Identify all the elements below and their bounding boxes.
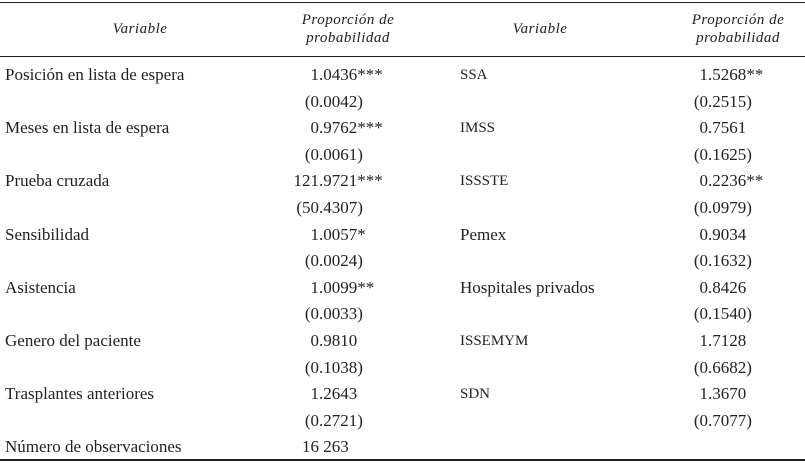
- variable-name: Pemex: [460, 224, 507, 244]
- variable-name: SSA: [460, 67, 488, 83]
- ratio-header: Proporción de probabilidad: [301, 12, 395, 46]
- variable-name: ISSEMYM: [460, 333, 529, 349]
- standard-error: (0.0033): [304, 304, 363, 324]
- variable-name: Trasplantes anteriores: [5, 384, 155, 404]
- standard-error: (0.2515): [693, 91, 752, 111]
- standard-error: (0.0061): [304, 144, 363, 164]
- variable-name: Prueba cruzada: [5, 171, 110, 191]
- standard-error: (0.0042): [304, 91, 363, 111]
- variable-name: ISSSTE: [460, 173, 509, 190]
- ratio-value: 0.9762***: [310, 118, 383, 138]
- standard-error: (0.6682): [693, 357, 752, 377]
- variable-name: Sensibilidad: [5, 224, 90, 244]
- ratio-header: Proporción de probabilidad: [691, 12, 785, 46]
- ratio-value: 0.2236**: [699, 171, 764, 191]
- observations-label: Número de observaciones: [5, 437, 182, 457]
- ratio-value: 121.9721***: [293, 171, 383, 191]
- variable-name: Hospitales privados: [460, 277, 595, 297]
- ratio-value: 0.8426: [699, 277, 747, 297]
- variable-name: Meses en lista de espera: [5, 118, 170, 138]
- variable-name: Genero del paciente: [5, 331, 141, 350]
- ratio-value: 1.0099**: [310, 277, 375, 297]
- bottom-rule: [0, 459, 805, 461]
- ratio-value: 1.0057*: [310, 224, 366, 244]
- ratio-value: 1.5268**: [699, 65, 764, 84]
- standard-error: (0.1540): [693, 304, 752, 324]
- variable-name: SDN: [460, 386, 491, 403]
- standard-error: (0.1625): [693, 144, 752, 164]
- ratio-value: 1.7128: [699, 331, 747, 350]
- ratio-value: 1.0436***: [310, 65, 383, 84]
- standard-error: (0.7077): [693, 410, 752, 430]
- observations-value: 16 263: [302, 437, 349, 457]
- variable-header: Variable: [112, 21, 168, 37]
- ratio-value: 0.9810: [310, 331, 358, 350]
- ratio-value: 0.7561: [699, 118, 747, 138]
- standard-error: (0.1038): [304, 357, 363, 377]
- standard-error: (0.0024): [304, 251, 363, 271]
- standard-error: (0.0979): [693, 198, 752, 217]
- variable-name: Asistencia: [5, 277, 76, 297]
- standard-error: (0.1632): [693, 251, 752, 271]
- standard-error: (0.2721): [304, 410, 363, 430]
- top-rule: [0, 2, 805, 3]
- ratio-value: 1.2643: [310, 384, 358, 404]
- variable-name: Posición en lista de espera: [5, 65, 185, 84]
- variable-header: Variable: [512, 21, 568, 37]
- standard-error: (50.4307): [296, 198, 363, 217]
- header-rule: [0, 56, 805, 57]
- ratio-value: 1.3670: [699, 384, 747, 404]
- variable-name: IMSS: [460, 120, 496, 137]
- ratio-value: 0.9034: [699, 224, 747, 244]
